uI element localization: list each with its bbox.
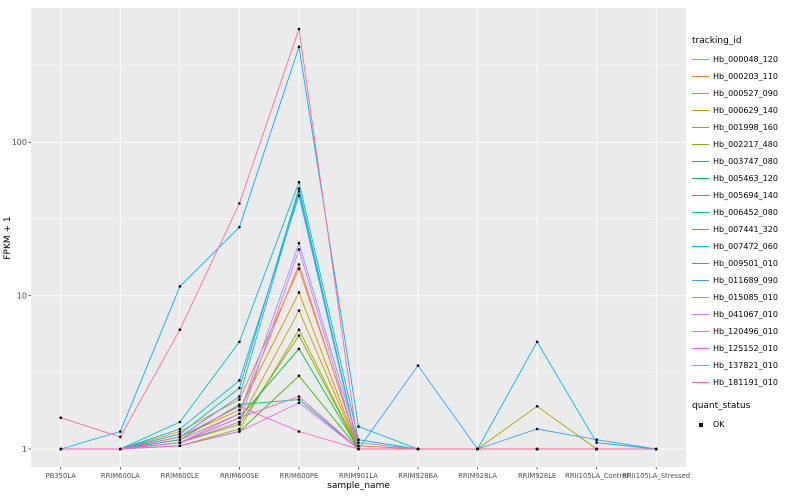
legend-label: Hb_009501_010 — [713, 259, 778, 268]
svg-text:RRIM600LE: RRIM600LE — [161, 472, 199, 480]
line-key-icon — [692, 51, 709, 68]
svg-text:RRIM600PE: RRIM600PE — [280, 472, 319, 480]
svg-text:1: 1 — [22, 445, 27, 454]
legend-item: Hb_007472_060 — [692, 238, 798, 255]
point-key-icon — [692, 416, 709, 433]
legend-label: Hb_000203_110 — [713, 72, 778, 81]
line-key-icon — [692, 374, 709, 391]
svg-text:RRII105LA_Control: RRII105LA_Control — [565, 472, 628, 480]
legend-items-quant-status: OK — [692, 416, 798, 433]
line-key-icon — [692, 153, 709, 170]
legend-label: Hb_011689_090 — [713, 276, 778, 285]
legend-label: Hb_125152_010 — [713, 344, 778, 353]
line-key-icon — [692, 68, 709, 85]
legend-label: Hb_120496_010 — [713, 327, 778, 336]
legend-item: Hb_000629_140 — [692, 102, 798, 119]
line-key-icon — [692, 85, 709, 102]
legend-item: Hb_007441_320 — [692, 221, 798, 238]
line-key-icon — [692, 102, 709, 119]
line-key-icon — [692, 289, 709, 306]
legend-label: Hb_015085_010 — [713, 293, 778, 302]
legend-item: Hb_181191_010 — [692, 374, 798, 391]
legend-item: Hb_000203_110 — [692, 68, 798, 85]
line-key-icon — [692, 187, 709, 204]
legend-item: Hb_137821_010 — [692, 357, 798, 374]
legend-label: Hb_000048_120 — [713, 55, 778, 64]
svg-text:RRIM928LA: RRIM928LA — [458, 472, 497, 480]
line-key-icon — [692, 170, 709, 187]
legend-item: Hb_003747_080 — [692, 153, 798, 170]
y-axis-title: FPKM + 1 — [3, 216, 13, 260]
legend-item: Hb_125152_010 — [692, 340, 798, 357]
svg-text:RRIM600SE: RRIM600SE — [220, 472, 259, 480]
line-key-icon — [692, 357, 709, 374]
line-key-icon — [692, 238, 709, 255]
legend-item: Hb_009501_010 — [692, 255, 798, 272]
legend-item: Hb_041067_010 — [692, 306, 798, 323]
legend-label: Hb_006452_080 — [713, 208, 778, 217]
svg-text:100: 100 — [12, 138, 27, 147]
legend-label: Hb_007472_060 — [713, 242, 778, 251]
legend-label: Hb_181191_010 — [713, 378, 778, 387]
legend-item: Hb_005694_140 — [692, 187, 798, 204]
line-key-icon — [692, 272, 709, 289]
legend-label: Hb_000527_090 — [713, 89, 778, 98]
svg-text:RRII105LA_Stressed: RRII105LA_Stressed — [622, 472, 690, 480]
legend-item: Hb_006452_080 — [692, 204, 798, 221]
legend-item: Hb_002217_480 — [692, 136, 798, 153]
line-key-icon — [692, 136, 709, 153]
svg-text:RRIM600LA: RRIM600LA — [101, 472, 140, 480]
svg-text:RRIM928BA: RRIM928BA — [398, 472, 438, 480]
line-key-icon — [692, 221, 709, 238]
line-key-icon — [692, 306, 709, 323]
legend-label: Hb_001998_160 — [713, 123, 778, 132]
legend-item: Hb_005463_120 — [692, 170, 798, 187]
legend-item: Hb_011689_090 — [692, 272, 798, 289]
legend-label: Hb_003747_080 — [713, 157, 778, 166]
legend-item: Hb_120496_010 — [692, 323, 798, 340]
legend-label: Hb_005694_140 — [713, 191, 778, 200]
line-key-icon — [692, 255, 709, 272]
legend: tracking_id Hb_000048_120 Hb_000203_110 Hb… — [692, 36, 798, 433]
legend-item: Hb_000048_120 — [692, 51, 798, 68]
line-key-icon — [692, 204, 709, 221]
x-axis-title: sample_name — [327, 481, 390, 491]
legend-item: Hb_001998_160 — [692, 119, 798, 136]
legend-label: Hb_007441_320 — [713, 225, 778, 234]
legend-items-tracking-id: Hb_000048_120 Hb_000203_110 Hb_000527_090 H… — [692, 51, 798, 391]
legend-item: Hb_000527_090 — [692, 85, 798, 102]
svg-text:10: 10 — [17, 292, 27, 301]
legend-label: Hb_000629_140 — [713, 106, 778, 115]
svg-text:RRIM928LE: RRIM928LE — [518, 472, 556, 480]
legend-label: OK — [713, 420, 725, 429]
legend-item-ok: OK — [692, 416, 798, 433]
svg-text:RRIM901LA: RRIM901LA — [339, 472, 378, 480]
line-key-icon — [692, 323, 709, 340]
line-key-icon — [692, 119, 709, 136]
svg-text:PB350LA: PB350LA — [46, 472, 77, 480]
legend-label: Hb_002217_480 — [713, 140, 778, 149]
legend-label: Hb_137821_010 — [713, 361, 778, 370]
legend-item: Hb_015085_010 — [692, 289, 798, 306]
legend-label: Hb_041067_010 — [713, 310, 778, 319]
line-key-icon — [692, 340, 709, 357]
legend-title-tracking-id: tracking_id — [692, 36, 742, 46]
legend-title-quant-status: quant_status — [692, 401, 751, 411]
legend-label: Hb_005463_120 — [713, 174, 778, 183]
